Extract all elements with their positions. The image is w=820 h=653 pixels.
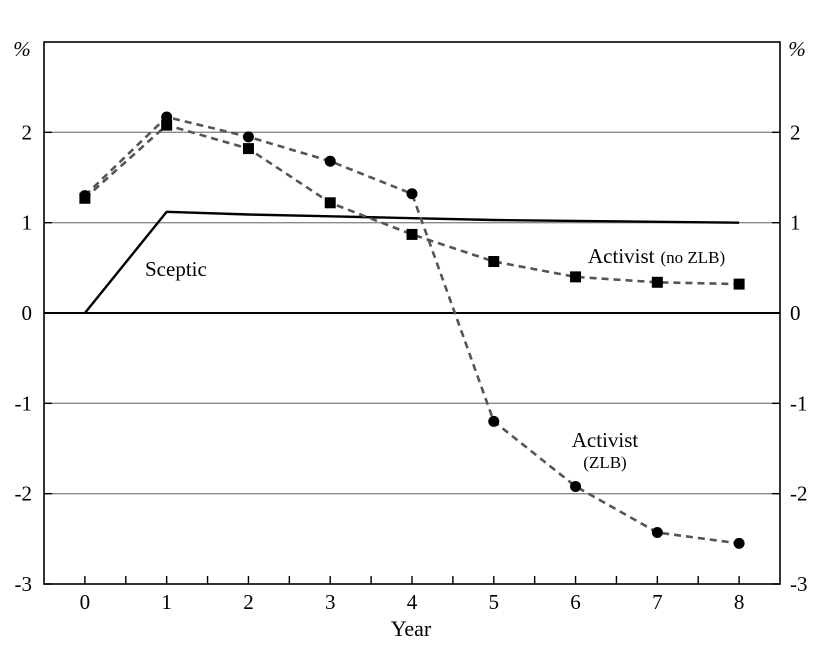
data-point-activist-no-zlb	[733, 278, 745, 290]
x-tick-label: 3	[325, 590, 336, 614]
x-tick-label: 5	[489, 590, 500, 614]
y-tick-label-left: -2	[15, 482, 33, 506]
data-point-activist-no-zlb	[570, 271, 582, 283]
series-line-activist-no-zlb	[84, 123, 740, 286]
data-point-activist-zlb	[733, 537, 745, 549]
activist-no-zlb-annotation: Activist (no ZLB)	[588, 244, 725, 268]
axis-ticks	[44, 131, 780, 585]
right-unit-label: %	[788, 37, 806, 61]
y-tick-label-right: -2	[790, 482, 808, 506]
data-point-activist-zlb	[161, 111, 173, 123]
series-markers	[79, 111, 745, 549]
data-point-activist-no-zlb	[406, 228, 418, 240]
y-tick-label-left: 2	[22, 120, 33, 144]
y-tick-label-right: -1	[790, 391, 808, 415]
data-point-activist-zlb	[570, 480, 582, 492]
y-tick-label-left: 0	[22, 301, 33, 325]
sceptic-annotation: Sceptic	[145, 257, 207, 281]
data-point-activist-zlb	[324, 155, 336, 167]
x-tick-label: 6	[570, 590, 581, 614]
data-point-activist-no-zlb	[488, 256, 500, 268]
activist-zlb-annotation-note: (ZLB)	[583, 453, 626, 472]
series-line-activist-zlb	[83, 115, 740, 545]
activist-zlb-annotation-main: Activist	[572, 428, 639, 452]
tick-labels: -3 -3 -2 -2 -1 -1 0 0 1 1 2 2 0 1 2 3 4 5 6 7 8	[15, 120, 808, 614]
series-line-sceptic	[83, 210, 740, 314]
activist-no-zlb-main: Activist	[588, 244, 655, 268]
y-tick-label-left: 1	[22, 211, 33, 235]
x-tick-label: 2	[243, 590, 254, 614]
data-point-activist-no-zlb	[242, 143, 254, 155]
y-tick-label-left: -3	[15, 572, 33, 596]
y-tick-label-right: 0	[790, 301, 801, 325]
data-point-activist-no-zlb	[324, 197, 336, 209]
x-tick-label: 1	[161, 590, 172, 614]
left-unit-label: %	[13, 37, 31, 61]
data-point-activist-no-zlb	[651, 276, 663, 288]
data-point-activist-no-zlb	[161, 119, 173, 131]
x-tick-label: 0	[80, 590, 91, 614]
x-tick-label: 7	[652, 590, 663, 614]
gridlines	[44, 131, 780, 495]
y-tick-label-right: -3	[790, 572, 808, 596]
data-point-activist-zlb	[406, 188, 418, 200]
data-point-activist-zlb	[242, 131, 254, 143]
data-point-activist-zlb	[79, 190, 91, 202]
x-tick-label: 8	[734, 590, 745, 614]
data-point-activist-zlb	[488, 415, 500, 427]
activist-no-zlb-note: (no ZLB)	[661, 248, 726, 267]
series-lines	[83, 115, 740, 545]
y-tick-label-right: 2	[790, 120, 801, 144]
y-tick-label-left: -1	[15, 391, 33, 415]
data-point-activist-zlb	[651, 527, 663, 539]
x-axis-title: Year	[391, 616, 432, 641]
y-tick-label-right: 1	[790, 211, 801, 235]
x-tick-label: 4	[407, 590, 418, 614]
